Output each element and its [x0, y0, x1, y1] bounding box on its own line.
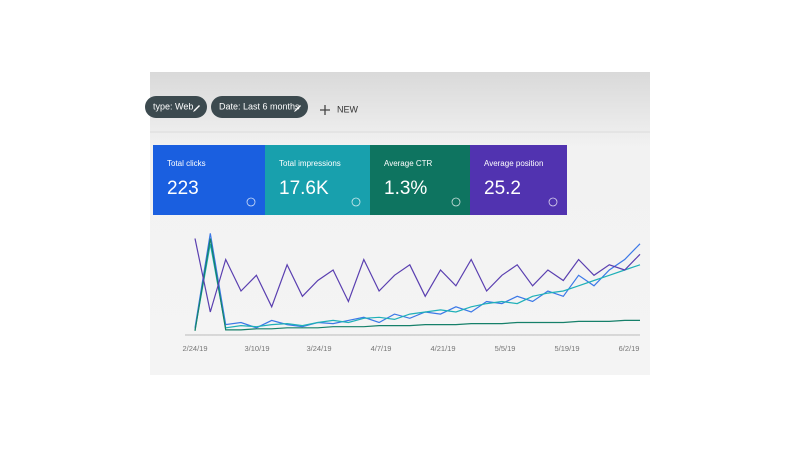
- x-tick-label: 3/10/19: [244, 344, 269, 353]
- metric-card[interactable]: Total impressions 17.6K: [265, 145, 370, 215]
- help-icon: [548, 197, 558, 207]
- edit-icon: [294, 105, 301, 112]
- card-bg: [470, 145, 567, 215]
- chip-label: Date: Last 6 months: [219, 101, 300, 111]
- chart: 2/24/19 3/10/19 3/24/19 4/7/19 4/21/19 5/5/19…: [182, 233, 641, 353]
- help-icon: [246, 197, 256, 207]
- x-tick-label: 5/19/19: [554, 344, 579, 353]
- x-tick-label: 6/2/19: [619, 344, 640, 353]
- series-line: [194, 238, 641, 313]
- chip-bg: [145, 96, 207, 118]
- card-bg: [370, 145, 470, 215]
- card-label: Average position: [484, 159, 543, 168]
- series-line: [194, 243, 641, 331]
- plus-icon: [320, 105, 330, 115]
- x-tick-label: 5/5/19: [495, 344, 516, 353]
- new-button[interactable]: NEW: [320, 104, 359, 115]
- card-value: 223: [167, 178, 199, 199]
- edit-icon: [193, 105, 200, 112]
- card-label: Average CTR: [384, 159, 433, 168]
- x-tick-label: 3/24/19: [306, 344, 331, 353]
- series-line: [194, 238, 640, 331]
- metric-card[interactable]: Average CTR 1.3%: [370, 145, 470, 215]
- card-value: 25.2: [484, 178, 521, 199]
- screen: [150, 72, 650, 375]
- x-tick-label: 2/24/19: [182, 344, 207, 353]
- new-label: NEW: [337, 104, 359, 114]
- chip-label: type: Web: [153, 101, 193, 111]
- metric-card[interactable]: Total clicks 223: [153, 145, 265, 215]
- filter-bar: type: Web Date: Last 6 months NEW: [145, 96, 359, 118]
- chip-bg: [211, 96, 308, 118]
- card-label: Total clicks: [167, 159, 206, 168]
- filter-chip[interactable]: Date: Last 6 months: [211, 96, 308, 118]
- x-tick-label: 4/21/19: [430, 344, 455, 353]
- card-value: 1.3%: [384, 178, 427, 199]
- help-icon: [351, 197, 361, 207]
- filter-chip[interactable]: type: Web: [145, 96, 207, 118]
- card-label: Total impressions: [279, 159, 341, 168]
- card-bg: [153, 145, 265, 215]
- metric-card[interactable]: Average position 25.2: [470, 145, 567, 215]
- metric-cards: Total clicks 223 Total impressions 17.6K Ave…: [153, 145, 567, 215]
- card-value: 17.6K: [279, 178, 329, 199]
- x-tick-label: 4/7/19: [371, 344, 392, 353]
- series-line: [194, 233, 641, 329]
- help-icon: [451, 197, 461, 207]
